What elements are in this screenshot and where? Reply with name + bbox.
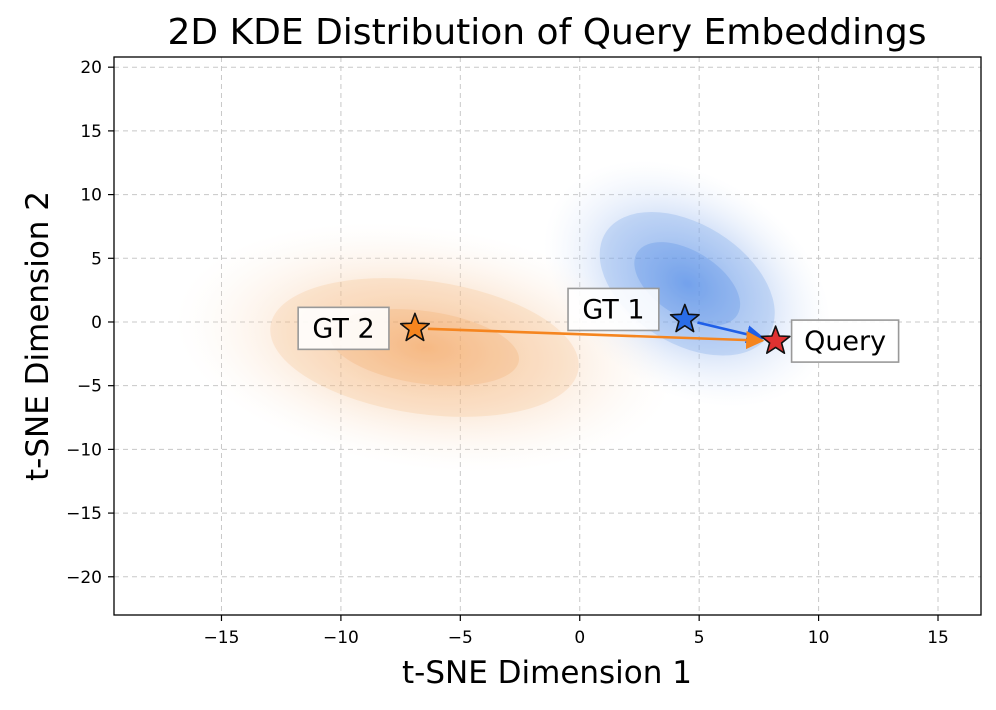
- point-gt-1-star: [669, 303, 700, 333]
- label-gt-1: GT 1: [582, 294, 644, 325]
- arrow-gt-2-to-query: [427, 327, 765, 350]
- kde-orange-region: [175, 222, 674, 473]
- point-layer: GT 1 GT 2 Query: [297, 287, 900, 363]
- x-tick-label-6: 15: [927, 628, 949, 648]
- y-tick-label-6: 10: [80, 186, 102, 206]
- y-tick-label-4: 0: [91, 313, 102, 333]
- y-tick-label-1: −15: [66, 504, 102, 524]
- label-gt-2: GT 2: [312, 313, 374, 344]
- arrow-layer: [427, 321, 765, 350]
- y-tick-label-3: −5: [77, 377, 102, 397]
- label-box-query: [790, 319, 900, 363]
- x-tick-label-4: 5: [694, 628, 705, 648]
- x-tick-label-1: −10: [323, 628, 359, 648]
- kde-density-layer: [175, 160, 831, 473]
- y-axis-label: t-SNE Dimension 2: [20, 191, 56, 481]
- label-box-gt-1: [567, 287, 660, 332]
- y-tick-label-0: −20: [66, 568, 102, 588]
- y-tick-label-8: 20: [80, 58, 102, 78]
- y-tick-label-7: 15: [80, 122, 102, 142]
- x-tick-label-5: 10: [808, 628, 830, 648]
- x-tick-label-3: 0: [574, 628, 585, 648]
- chart-title: 2D KDE Distribution of Query Embeddings: [168, 12, 927, 53]
- y-tick-label-5: 5: [91, 249, 102, 269]
- x-axis-label: t-SNE Dimension 1: [402, 655, 692, 691]
- y-tick-label-2: −10: [66, 440, 102, 460]
- label-query: Query: [804, 326, 886, 357]
- label-box-gt-2: [297, 306, 390, 351]
- point-query-star: [760, 325, 791, 355]
- x-tick-label-2: −5: [448, 628, 473, 648]
- plot-frame: [113, 56, 982, 616]
- y-axis-ticks: −20 −15 −10 −5 0 5 10 15 20: [66, 58, 114, 588]
- x-axis-ticks: −15 −10 −5 0 5 10 15: [204, 615, 949, 648]
- x-tick-label-0: −15: [204, 628, 240, 648]
- point-gt-2-star: [399, 312, 431, 342]
